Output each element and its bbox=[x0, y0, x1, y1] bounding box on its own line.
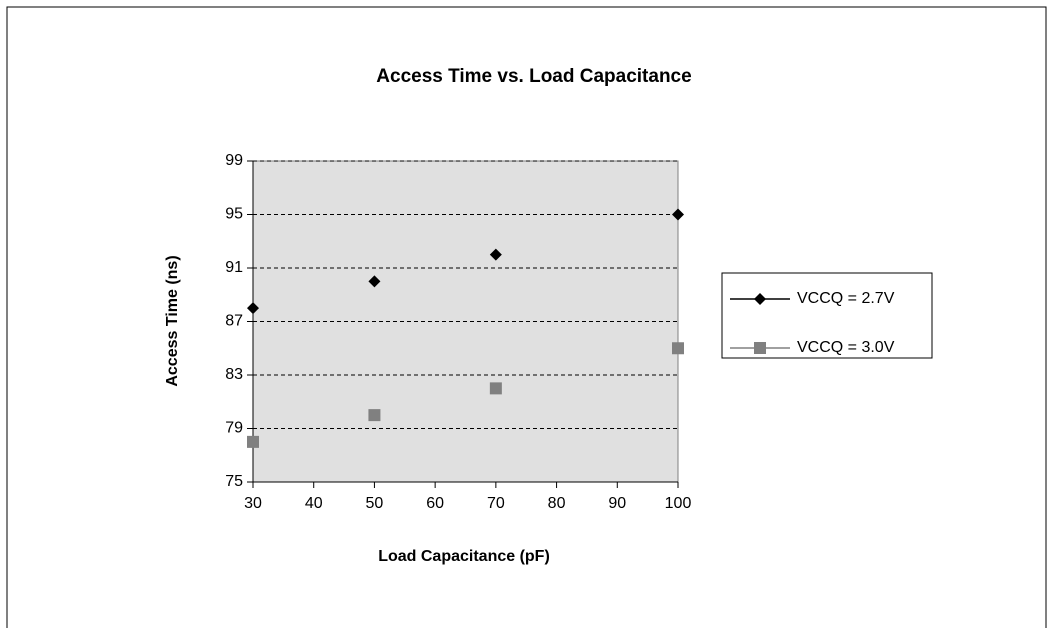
x-tick-label: 70 bbox=[487, 495, 505, 512]
frame bbox=[6, 6, 1047, 628]
x-axis-label: Load Capacitance (pF) bbox=[378, 548, 550, 565]
x-tick-label: 80 bbox=[548, 495, 566, 512]
y-axis-label: Access Time (ns) bbox=[164, 255, 181, 386]
point bbox=[247, 435, 259, 448]
x-tick-label: 60 bbox=[426, 495, 444, 512]
legend-label: VCCQ = 2.7V bbox=[797, 290, 895, 307]
y-tick-label: 99 bbox=[225, 152, 243, 169]
x-tick-label: 40 bbox=[305, 495, 323, 512]
point bbox=[247, 302, 259, 315]
point bbox=[489, 248, 502, 261]
point bbox=[489, 382, 502, 395]
legend-marker bbox=[754, 293, 766, 305]
y-tick-label: 79 bbox=[225, 420, 243, 437]
x-tick-label: 90 bbox=[608, 495, 626, 512]
legend-label: VCCQ = 3.0V bbox=[797, 339, 895, 356]
point bbox=[672, 208, 684, 221]
x-tick-label: 100 bbox=[665, 495, 692, 512]
legend-marker bbox=[754, 342, 766, 354]
point bbox=[368, 275, 381, 288]
y-tick-label: 87 bbox=[225, 313, 243, 330]
y-tick-label: 95 bbox=[225, 206, 243, 223]
point bbox=[672, 342, 684, 355]
y-tick-label: 83 bbox=[225, 366, 243, 383]
point bbox=[368, 409, 381, 422]
x-tick-label: 30 bbox=[244, 495, 262, 512]
y-tick-label: 91 bbox=[225, 259, 243, 276]
y-tick-label: 75 bbox=[225, 473, 243, 490]
chart-title: Access Time vs. Load Capacitance bbox=[376, 66, 691, 87]
x-tick-label: 50 bbox=[366, 495, 384, 512]
